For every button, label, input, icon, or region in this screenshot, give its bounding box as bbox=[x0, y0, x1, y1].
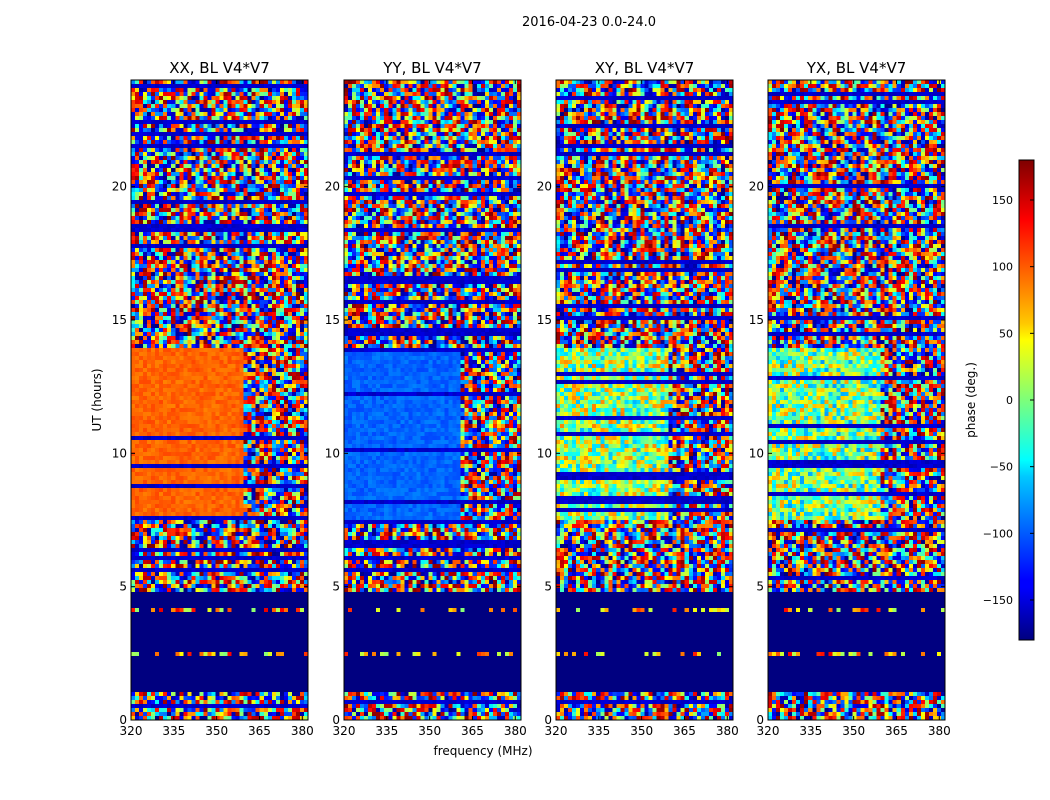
x-tick-label: 365 bbox=[885, 724, 908, 738]
y-tick-label: 10 bbox=[749, 446, 764, 460]
panel-frame bbox=[767, 79, 946, 721]
x-tick-label: 350 bbox=[205, 724, 228, 738]
y-tick-label: 20 bbox=[749, 180, 764, 194]
x-tick-label: 335 bbox=[587, 724, 610, 738]
colorbar-tick-label: 50 bbox=[999, 327, 1013, 340]
y-tick-label: 5 bbox=[756, 580, 764, 594]
colorbar-tick-label: −150 bbox=[983, 594, 1013, 607]
x-tick-label: 335 bbox=[799, 724, 822, 738]
y-tick-label: 20 bbox=[537, 180, 552, 194]
y-tick-label: 0 bbox=[332, 713, 340, 727]
y-tick-label: 20 bbox=[325, 180, 340, 194]
panel-xx: XX, BL V4*V7 320 335 350 365 380 0 5 10 15 20 bbox=[112, 59, 314, 738]
colorbar: 150 100 50 0 −50 −100 −150 bbox=[983, 159, 1035, 641]
colorbar-label: phase (deg.) bbox=[964, 362, 978, 438]
phase-heatmap-yx bbox=[768, 80, 945, 720]
panel-title: YY, BL V4*V7 bbox=[382, 59, 481, 77]
y-axis-label: UT (hours) bbox=[90, 368, 104, 431]
panel-frame bbox=[130, 79, 309, 721]
panel-yy: YY, BL V4*V7 320 335 350 365 380 0 5 10 15 20 bbox=[325, 59, 527, 738]
panel-yx: YX, BL V4*V7 320 335 350 365 380 0 5 10 15 20 bbox=[749, 59, 951, 738]
x-tick-label: 365 bbox=[248, 724, 271, 738]
x-tick-label: 335 bbox=[162, 724, 185, 738]
y-tick-label: 10 bbox=[112, 446, 127, 460]
y-tick-label: 15 bbox=[537, 313, 552, 327]
y-tick-label: 0 bbox=[544, 713, 552, 727]
colorbar-tick-label: 150 bbox=[992, 194, 1013, 207]
panel-title: XY, BL V4*V7 bbox=[595, 59, 695, 77]
x-tick-label: 380 bbox=[716, 724, 739, 738]
x-tick-label: 365 bbox=[461, 724, 484, 738]
x-tick-label: 380 bbox=[928, 724, 951, 738]
x-tick-label: 320 bbox=[120, 724, 143, 738]
y-tick-label: 20 bbox=[112, 180, 127, 194]
panel-title: YX, BL V4*V7 bbox=[806, 59, 907, 77]
phase-heatmap-xy bbox=[556, 80, 733, 720]
panel-title: XX, BL V4*V7 bbox=[169, 59, 270, 77]
panel-xy: XY, BL V4*V7 320 335 350 365 380 0 5 10 15 20 bbox=[537, 59, 739, 738]
y-tick-label: 5 bbox=[332, 580, 340, 594]
y-tick-label: 0 bbox=[119, 713, 127, 727]
x-tick-label: 380 bbox=[291, 724, 314, 738]
y-tick-label: 5 bbox=[544, 580, 552, 594]
y-tick-label: 0 bbox=[756, 713, 764, 727]
x-tick-label: 380 bbox=[504, 724, 527, 738]
x-tick-label: 365 bbox=[673, 724, 696, 738]
x-axis-label: frequency (MHz) bbox=[433, 744, 532, 758]
colorbar-tick-label: −100 bbox=[983, 527, 1013, 540]
colorbar-tick-label: 100 bbox=[992, 261, 1013, 274]
y-tick-label: 15 bbox=[112, 313, 127, 327]
x-tick-label: 320 bbox=[757, 724, 780, 738]
x-tick-label: 320 bbox=[333, 724, 356, 738]
x-tick-label: 350 bbox=[418, 724, 441, 738]
y-tick-label: 15 bbox=[325, 313, 340, 327]
figure-suptitle: 2016-04-23 0.0-24.0 bbox=[522, 15, 656, 30]
colorbar-tick-label: −50 bbox=[990, 461, 1013, 474]
phase-heatmap-yy bbox=[344, 80, 521, 720]
colorbar-tick-label: 0 bbox=[1006, 394, 1013, 407]
panel-frame bbox=[555, 79, 734, 721]
y-tick-label: 5 bbox=[119, 580, 127, 594]
y-tick-label: 10 bbox=[537, 446, 552, 460]
y-tick-label: 10 bbox=[325, 446, 340, 460]
x-tick-label: 320 bbox=[545, 724, 568, 738]
phase-heatmap-xx bbox=[131, 80, 308, 720]
y-tick-label: 15 bbox=[749, 313, 764, 327]
x-tick-label: 350 bbox=[630, 724, 653, 738]
x-tick-label: 350 bbox=[842, 724, 865, 738]
x-tick-label: 335 bbox=[375, 724, 398, 738]
panel-frame bbox=[343, 79, 522, 721]
